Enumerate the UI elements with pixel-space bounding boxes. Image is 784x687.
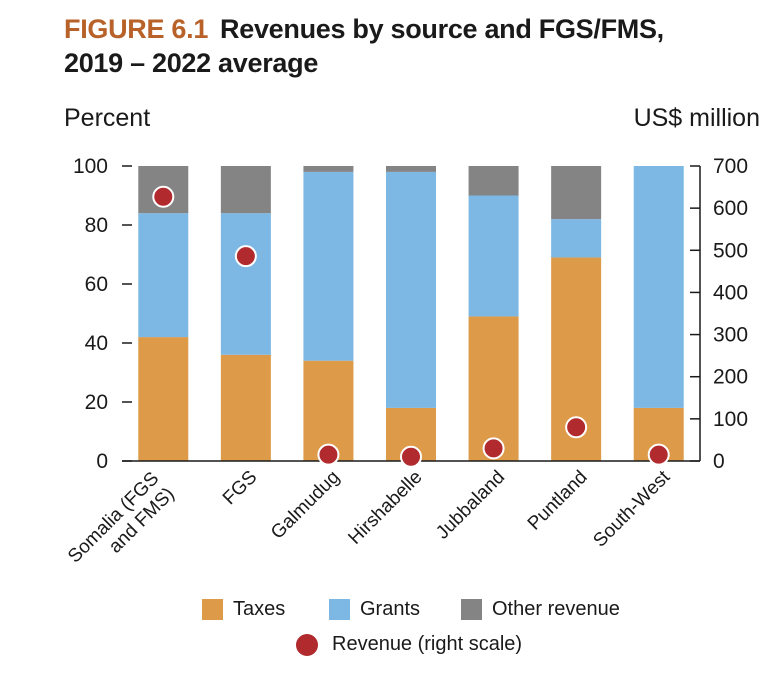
- category-label-0: Somalia (FGSand FMS): [64, 468, 179, 583]
- right-tick-label: 200: [713, 366, 748, 389]
- chart-title: FIGURE 6.1 Revenues by source and FGS/FMS…: [64, 12, 764, 80]
- legend-other: Other revenue: [461, 598, 620, 621]
- revenue-point-3: [400, 445, 422, 468]
- left-tick-label: 0: [96, 450, 108, 473]
- category-label-4: Jubbaland: [432, 467, 509, 544]
- title-line-1: Revenues by source and FGS/FMS,: [220, 14, 664, 44]
- legend-grants-swatch: [329, 599, 350, 620]
- bar-taxes-0: [138, 337, 189, 461]
- left-tick-label: 60: [85, 273, 108, 296]
- left-tick-label: 20: [85, 391, 108, 414]
- right-axis-label: US$ million: [633, 104, 760, 132]
- legend-other-swatch: [461, 599, 482, 620]
- legend-grants-label: Grants: [360, 598, 421, 620]
- category-label-5: Puntland: [524, 467, 592, 535]
- left-tick-label: 80: [85, 214, 108, 237]
- right-tick-label: 300: [713, 324, 748, 347]
- bar-grants-1: [220, 213, 271, 355]
- legend-taxes-swatch: [202, 599, 223, 620]
- bar-grants-5: [551, 219, 602, 258]
- legend-revenue: Revenue (right scale): [296, 633, 522, 656]
- bar-taxes-1: [220, 354, 271, 461]
- right-tick-label: 600: [713, 197, 748, 220]
- category-label-6: South-West: [589, 466, 674, 551]
- legend-grants: Grants: [329, 598, 420, 621]
- category-label-2: Galmudug: [267, 467, 344, 544]
- legend-taxes: Taxes: [202, 598, 285, 621]
- bar-grants-0: [138, 213, 189, 338]
- right-tick-label: 0: [713, 450, 725, 473]
- right-tick-label: 700: [713, 155, 748, 178]
- bar-other-revenue-2: [303, 166, 354, 172]
- bar-grants-2: [303, 171, 354, 361]
- revenue-point-1: [234, 245, 257, 268]
- figure-label: FIGURE 6.1: [64, 14, 209, 44]
- revenue-point-0: [152, 185, 175, 208]
- right-tick-label: 100: [713, 408, 748, 431]
- bar-other-revenue-4: [468, 166, 519, 196]
- bar-grants-4: [468, 195, 519, 317]
- legend-taxes-label: Taxes: [233, 598, 286, 620]
- left-tick-label: 40: [85, 332, 108, 355]
- title-line-2: 2019 – 2022 average: [64, 48, 319, 78]
- left-axis-label: Percent: [64, 104, 151, 132]
- revenue-point-6: [647, 443, 670, 466]
- bar-grants-3: [386, 171, 436, 408]
- right-tick-label: 400: [713, 281, 748, 304]
- right-tick-label: 500: [713, 239, 748, 262]
- bar-grants-6: [633, 166, 684, 408]
- legend-revenue-marker: [296, 633, 318, 656]
- left-tick-label: 100: [73, 155, 108, 178]
- category-label-1: FGS: [219, 467, 261, 509]
- revenue-point-4: [482, 437, 505, 460]
- bar-taxes-4: [468, 316, 519, 461]
- legend-revenue-label: Revenue (right scale): [332, 633, 523, 655]
- revenue-point-2: [317, 443, 340, 466]
- revenue-point-5: [565, 416, 588, 439]
- bar-other-revenue-3: [386, 166, 436, 172]
- bar-other-revenue-5: [551, 166, 602, 220]
- category-label-3: Hirshabelle: [344, 467, 426, 549]
- legend-other-label: Other revenue: [492, 598, 620, 620]
- bar-other-revenue-1: [220, 166, 271, 214]
